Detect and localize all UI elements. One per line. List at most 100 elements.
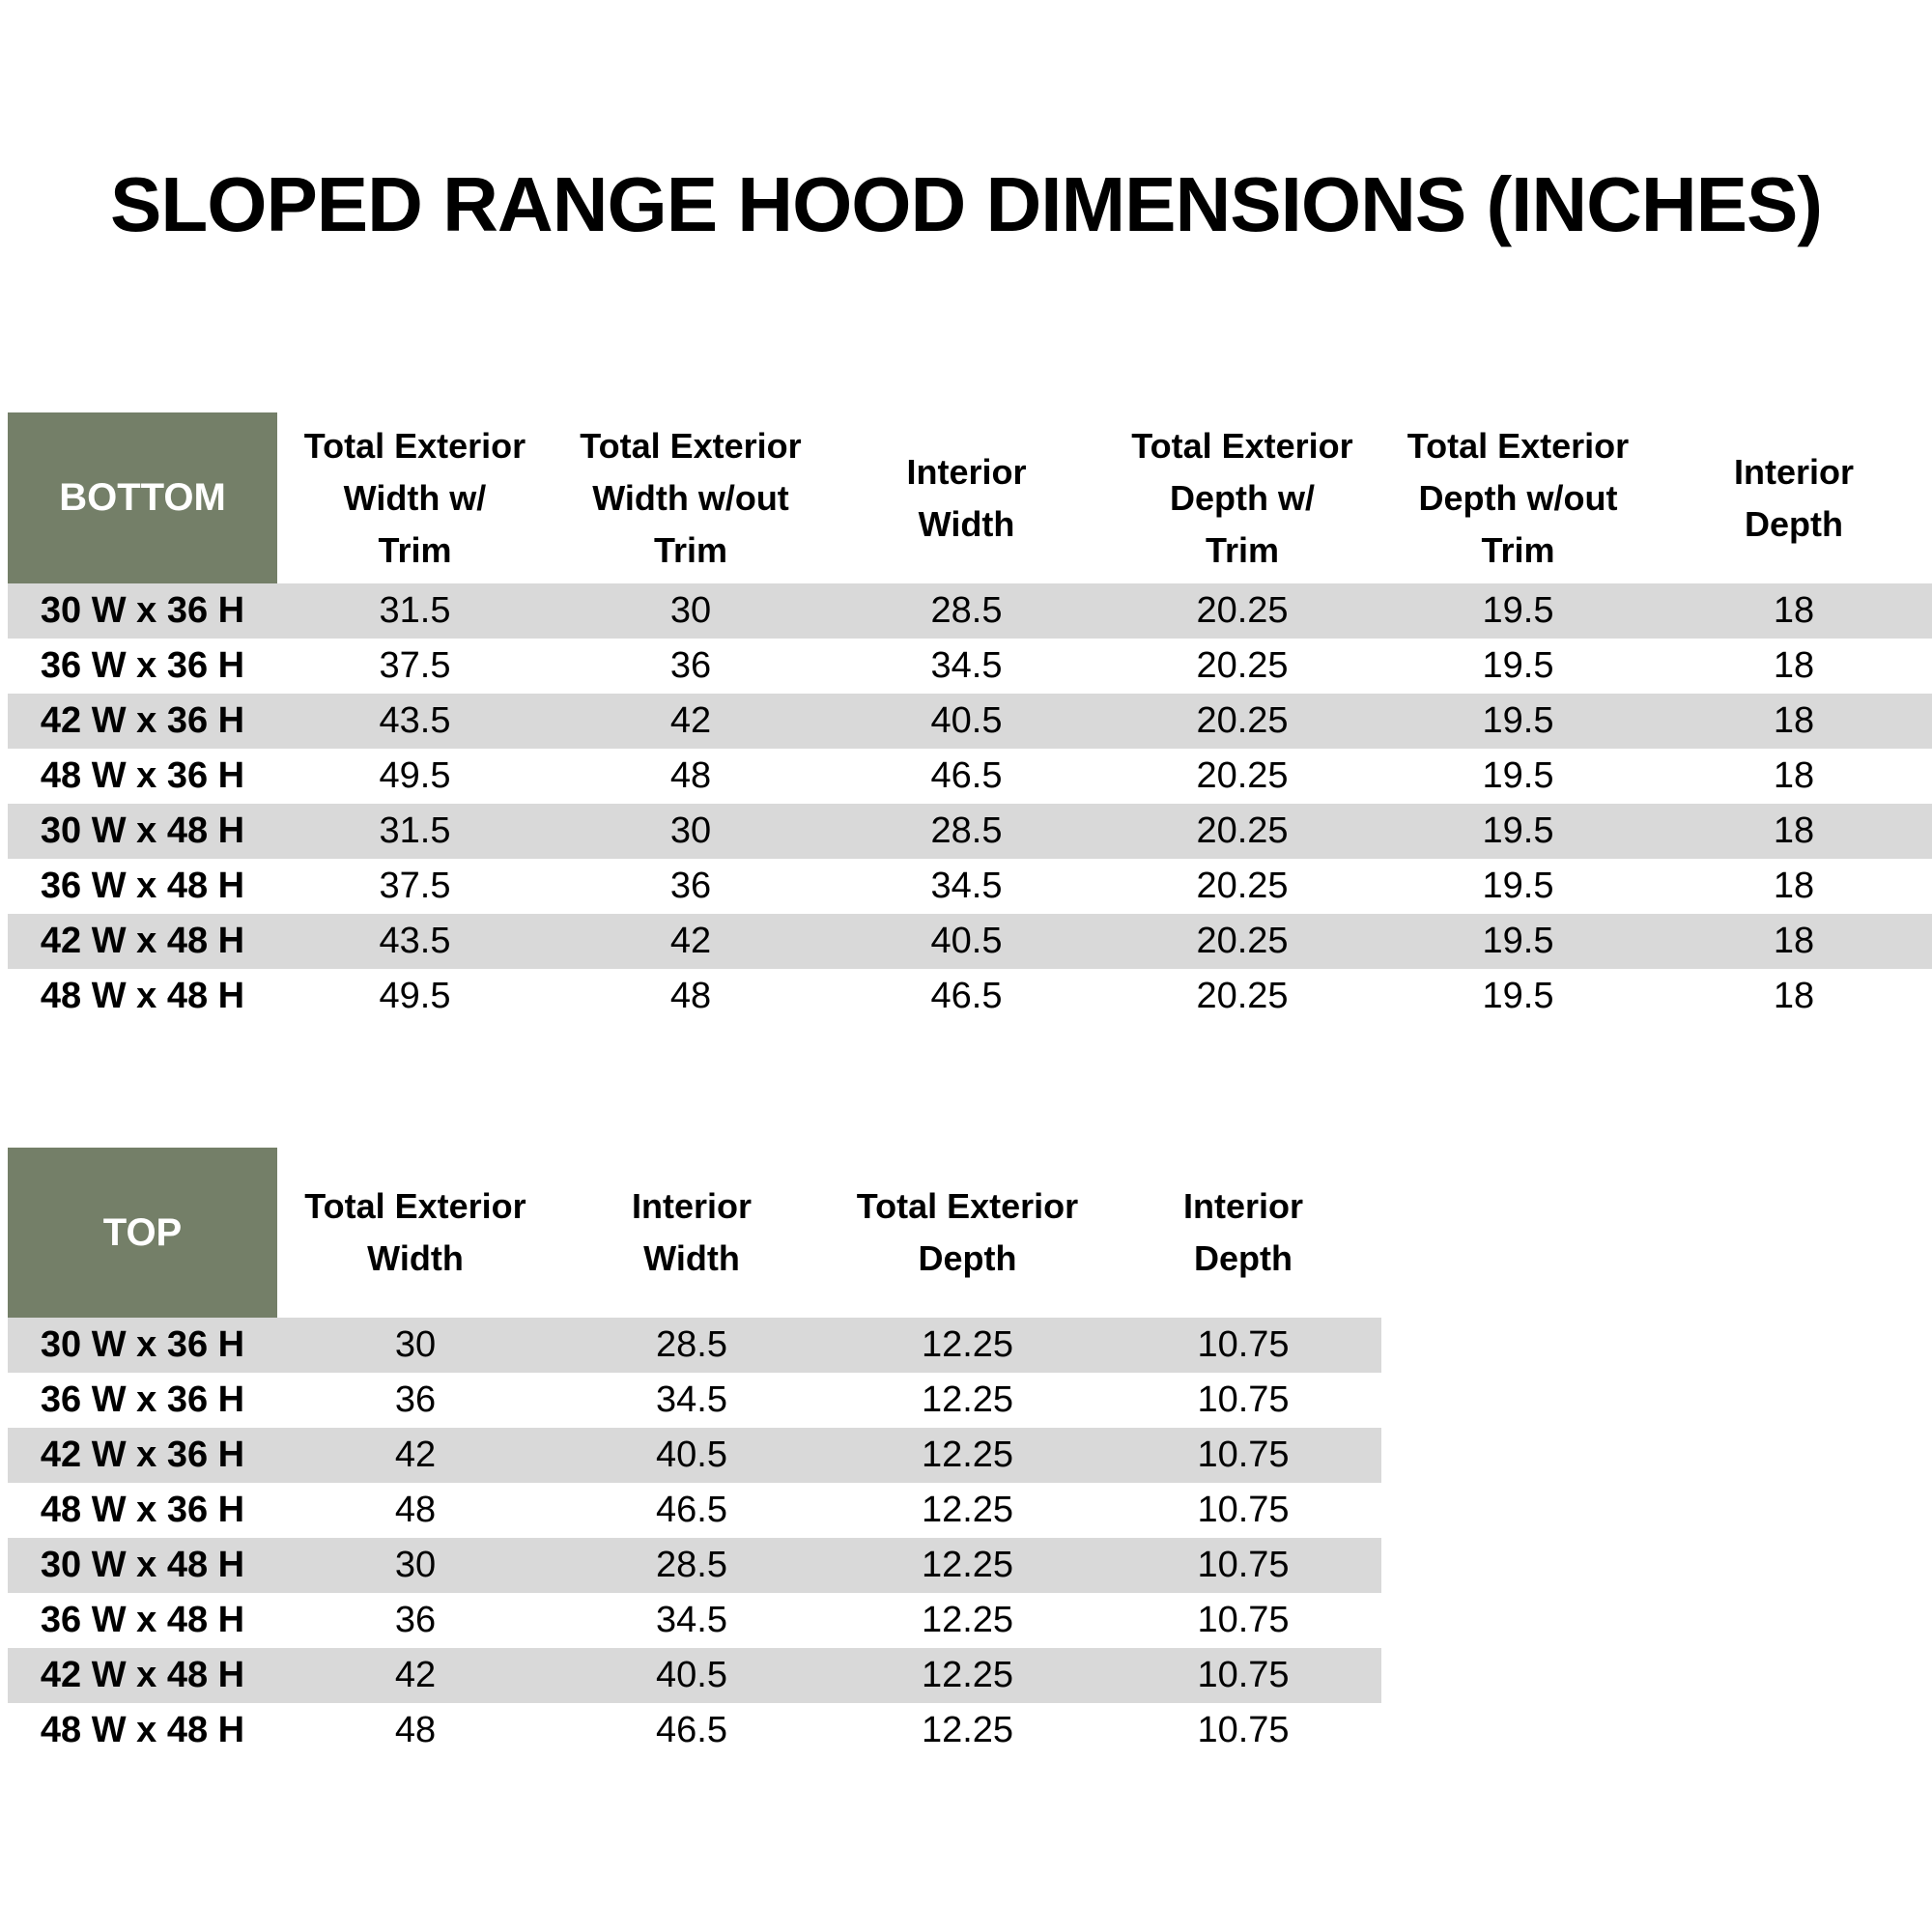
dimension-value: 48 — [553, 749, 829, 804]
dimension-value: 46.5 — [554, 1483, 830, 1538]
dimension-value: 19.5 — [1380, 859, 1656, 914]
column-header-ext-depth-trim: Total Exterior Depth w/ Trim — [1104, 412, 1380, 583]
row-label: 30 W x 36 H — [8, 1318, 277, 1373]
dimension-value: 18 — [1656, 969, 1932, 1024]
dimension-value: 31.5 — [277, 583, 553, 639]
dimension-value: 18 — [1656, 694, 1932, 749]
table-row: 30 W x 48 H 31.5 30 28.5 20.25 19.5 18 — [8, 804, 1932, 859]
dimension-value: 10.75 — [1105, 1648, 1381, 1703]
dimension-value: 40.5 — [829, 914, 1104, 969]
dimension-value: 34.5 — [829, 859, 1104, 914]
dimension-value: 43.5 — [277, 694, 553, 749]
dimension-value: 19.5 — [1380, 804, 1656, 859]
row-label: 36 W x 48 H — [8, 1593, 277, 1648]
dimension-value: 20.25 — [1104, 914, 1380, 969]
dimension-value: 19.5 — [1380, 639, 1656, 694]
table-row: 42 W x 36 H 43.5 42 40.5 20.25 19.5 18 — [8, 694, 1932, 749]
top-header-row: TOP Total Exterior Width Interior Width … — [8, 1148, 1381, 1318]
column-header-ext-depth-no-trim: Total Exterior Depth w/out Trim — [1380, 412, 1656, 583]
dimension-value: 48 — [553, 969, 829, 1024]
dimension-value: 19.5 — [1380, 914, 1656, 969]
dimension-value: 18 — [1656, 804, 1932, 859]
row-label: 36 W x 48 H — [8, 859, 277, 914]
dimension-value: 46.5 — [829, 969, 1104, 1024]
row-label: 48 W x 48 H — [8, 969, 277, 1024]
dimension-value: 18 — [1656, 639, 1932, 694]
dimension-value: 36 — [277, 1373, 554, 1428]
row-label: 48 W x 36 H — [8, 1483, 277, 1538]
dimension-value: 43.5 — [277, 914, 553, 969]
dimension-value: 12.25 — [830, 1318, 1105, 1373]
top-dimensions-table: TOP Total Exterior Width Interior Width … — [8, 1148, 1381, 1758]
table-row: 36 W x 36 H 37.5 36 34.5 20.25 19.5 18 — [8, 639, 1932, 694]
row-label: 42 W x 36 H — [8, 1428, 277, 1483]
dimension-value: 30 — [277, 1538, 554, 1593]
dimension-value: 18 — [1656, 749, 1932, 804]
dimension-value: 10.75 — [1105, 1593, 1381, 1648]
bottom-header-row: BOTTOM Total Exterior Width w/ Trim Tota… — [8, 412, 1932, 583]
table-row: 48 W x 36 H 49.5 48 46.5 20.25 19.5 18 — [8, 749, 1932, 804]
top-corner-label: TOP — [8, 1148, 277, 1318]
dimension-value: 34.5 — [829, 639, 1104, 694]
dimension-value: 12.25 — [830, 1373, 1105, 1428]
dimension-value: 12.25 — [830, 1703, 1105, 1758]
dimension-value: 19.5 — [1380, 969, 1656, 1024]
dimension-value: 46.5 — [554, 1703, 830, 1758]
dimension-value: 10.75 — [1105, 1318, 1381, 1373]
dimension-value: 37.5 — [277, 639, 553, 694]
dimension-value: 40.5 — [554, 1648, 830, 1703]
dimension-value: 18 — [1656, 859, 1932, 914]
dimension-value: 28.5 — [554, 1318, 830, 1373]
dimension-value: 20.25 — [1104, 583, 1380, 639]
dimension-value: 42 — [277, 1428, 554, 1483]
dimension-value: 20.25 — [1104, 694, 1380, 749]
table-row: 42 W x 36 H 42 40.5 12.25 10.75 — [8, 1428, 1381, 1483]
dimension-value: 20.25 — [1104, 639, 1380, 694]
dimension-value: 10.75 — [1105, 1483, 1381, 1538]
column-header-interior-width: Interior Width — [554, 1148, 830, 1318]
table-row: 42 W x 48 H 42 40.5 12.25 10.75 — [8, 1648, 1381, 1703]
row-label: 30 W x 48 H — [8, 1538, 277, 1593]
dimension-value: 10.75 — [1105, 1428, 1381, 1483]
dimension-value: 30 — [553, 804, 829, 859]
dimension-value: 46.5 — [829, 749, 1104, 804]
dimension-value: 49.5 — [277, 969, 553, 1024]
dimension-value: 36 — [553, 639, 829, 694]
column-header-ext-depth: Total Exterior Depth — [830, 1148, 1105, 1318]
dimension-value: 12.25 — [830, 1648, 1105, 1703]
row-label: 42 W x 36 H — [8, 694, 277, 749]
dimension-value: 48 — [277, 1703, 554, 1758]
row-label: 36 W x 36 H — [8, 1373, 277, 1428]
dimension-value: 40.5 — [554, 1428, 830, 1483]
dimension-value: 36 — [277, 1593, 554, 1648]
table-row: 30 W x 36 H 31.5 30 28.5 20.25 19.5 18 — [8, 583, 1932, 639]
dimension-value: 48 — [277, 1483, 554, 1538]
dimension-value: 28.5 — [829, 583, 1104, 639]
dimension-value: 20.25 — [1104, 749, 1380, 804]
table-row: 36 W x 48 H 37.5 36 34.5 20.25 19.5 18 — [8, 859, 1932, 914]
table-row: 48 W x 48 H 48 46.5 12.25 10.75 — [8, 1703, 1381, 1758]
dimension-value: 42 — [277, 1648, 554, 1703]
dimension-value: 49.5 — [277, 749, 553, 804]
column-header-ext-width: Total Exterior Width — [277, 1148, 554, 1318]
table-row: 30 W x 36 H 30 28.5 12.25 10.75 — [8, 1318, 1381, 1373]
bottom-corner-label: BOTTOM — [8, 412, 277, 583]
dimension-value: 42 — [553, 694, 829, 749]
dimension-value: 19.5 — [1380, 583, 1656, 639]
dimension-value: 20.25 — [1104, 969, 1380, 1024]
dimension-value: 30 — [277, 1318, 554, 1373]
dimension-value: 37.5 — [277, 859, 553, 914]
dimension-value: 12.25 — [830, 1483, 1105, 1538]
dimension-value: 28.5 — [554, 1538, 830, 1593]
dimension-value: 19.5 — [1380, 694, 1656, 749]
page-title: SLOPED RANGE HOOD DIMENSIONS (INCHES) — [109, 161, 1823, 247]
dimension-value: 10.75 — [1105, 1703, 1381, 1758]
dimension-value: 20.25 — [1104, 804, 1380, 859]
bottom-dimensions-table: BOTTOM Total Exterior Width w/ Trim Tota… — [8, 412, 1932, 1024]
dimension-value: 42 — [553, 914, 829, 969]
dimension-value: 36 — [553, 859, 829, 914]
column-header-ext-width-trim: Total Exterior Width w/ Trim — [277, 412, 553, 583]
dimension-value: 30 — [553, 583, 829, 639]
column-header-interior-width: Interior Width — [829, 412, 1104, 583]
table-row: 48 W x 36 H 48 46.5 12.25 10.75 — [8, 1483, 1381, 1538]
